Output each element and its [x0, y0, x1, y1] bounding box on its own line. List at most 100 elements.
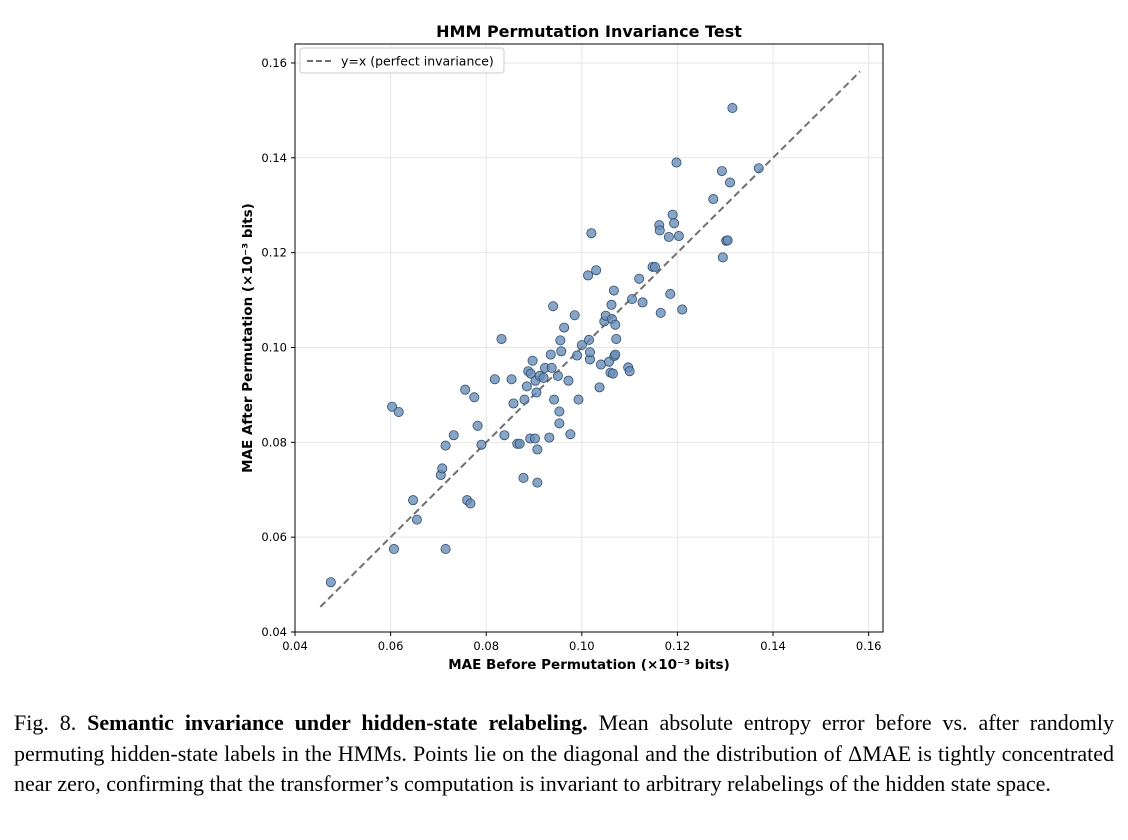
- figure-caption: Fig. 8. Semantic invariance under hidden…: [14, 708, 1114, 800]
- data-point: [627, 294, 638, 305]
- data-point: [554, 406, 565, 417]
- data-point: [525, 368, 536, 379]
- data-point: [555, 335, 566, 346]
- chart-title: HMM Permutation Invariance Test: [436, 22, 742, 41]
- data-point: [472, 420, 483, 431]
- data-point: [554, 418, 565, 429]
- caption-title: Semantic invariance under hidden-state r…: [87, 710, 588, 735]
- data-point: [606, 299, 617, 310]
- data-point: [469, 392, 480, 403]
- data-point: [465, 498, 476, 509]
- data-point: [546, 362, 557, 373]
- data-point: [521, 381, 532, 392]
- data-point: [663, 231, 674, 242]
- data-point: [506, 374, 517, 385]
- data-point: [608, 285, 619, 296]
- y-tick-label: 0.16: [261, 56, 287, 70]
- data-point: [725, 177, 736, 188]
- data-point: [448, 430, 459, 441]
- data-point: [649, 261, 660, 272]
- data-point: [584, 347, 595, 358]
- y-tick-label: 0.08: [261, 435, 287, 449]
- data-point: [611, 333, 622, 344]
- data-point: [532, 477, 543, 488]
- data-point: [584, 334, 595, 345]
- y-axis-label: MAE After Permutation (×10⁻³ bits): [240, 203, 256, 473]
- data-point: [572, 350, 583, 361]
- data-point: [665, 288, 676, 299]
- data-point: [607, 368, 618, 379]
- data-point: [576, 340, 587, 351]
- data-point: [671, 157, 682, 168]
- y-tick-label: 0.14: [261, 151, 287, 165]
- data-point: [727, 103, 738, 114]
- data-point: [673, 231, 684, 242]
- scatter-chart: 0.04 0.06 0.08 0.10 0.12 0.14 0.16 0.04 0.06 0.0…: [240, 22, 884, 673]
- legend-box: [299, 47, 505, 74]
- data-point: [476, 439, 487, 450]
- y-tick-label: 0.06: [261, 530, 287, 544]
- data-point: [717, 252, 728, 263]
- data-point: [583, 270, 594, 281]
- data-point: [716, 166, 727, 177]
- data-point: [591, 265, 602, 276]
- data-point: [538, 372, 549, 383]
- data-point: [508, 398, 519, 409]
- data-point: [489, 374, 500, 385]
- data-point: [519, 394, 530, 405]
- data-point: [610, 349, 621, 360]
- data-point: [388, 544, 399, 555]
- data-point: [722, 235, 733, 246]
- data-point: [753, 163, 764, 174]
- data-point: [573, 394, 584, 405]
- data-point: [531, 387, 542, 398]
- data-point: [708, 194, 719, 205]
- y-tick-label: 0.04: [261, 625, 287, 639]
- y-tick-label: 0.10: [261, 340, 287, 354]
- x-tick-label: 0.08: [473, 639, 499, 653]
- data-point: [496, 333, 507, 344]
- y-tick-label: 0.12: [261, 246, 287, 260]
- data-point: [634, 273, 645, 284]
- data-point: [563, 375, 574, 386]
- data-point: [552, 370, 563, 381]
- caption-label: Fig. 8.: [14, 710, 77, 735]
- data-point: [411, 514, 422, 525]
- x-tick-label: 0.10: [569, 639, 595, 653]
- data-point: [325, 577, 336, 588]
- caption-body: Mean absolute entropy error before vs. a…: [14, 710, 1115, 796]
- x-tick-label: 0.14: [760, 639, 786, 653]
- data-point: [532, 444, 543, 455]
- data-point: [544, 432, 555, 443]
- data-point: [548, 301, 559, 312]
- data-point: [393, 406, 404, 417]
- x-tick-label: 0.12: [665, 639, 691, 653]
- data-point: [586, 228, 597, 239]
- data-point: [408, 495, 419, 506]
- data-point: [518, 472, 529, 483]
- legend: y=x (perfect invariance): [299, 47, 505, 74]
- data-point: [559, 322, 570, 333]
- data-points: [325, 103, 764, 588]
- data-point: [437, 463, 448, 474]
- data-point: [569, 310, 580, 321]
- data-point: [545, 349, 556, 360]
- data-point: [637, 297, 648, 308]
- data-point: [529, 433, 540, 444]
- y-axis-ticks: 0.04 0.06 0.08 0.10 0.12 0.14 0.16: [261, 56, 295, 639]
- data-point: [527, 355, 538, 366]
- data-point: [440, 440, 451, 451]
- x-tick-label: 0.16: [856, 639, 882, 653]
- x-tick-label: 0.06: [378, 639, 404, 653]
- data-point: [667, 209, 678, 220]
- legend-diagonal-label: y=x (perfect invariance): [341, 54, 494, 69]
- data-point: [499, 430, 510, 441]
- plot-frame: [294, 43, 884, 633]
- data-point: [514, 438, 525, 449]
- data-point: [460, 384, 471, 395]
- data-point: [655, 307, 666, 318]
- x-axis-label: MAE Before Permutation (×10⁻³ bits): [448, 657, 729, 673]
- data-point: [594, 382, 605, 393]
- data-point: [565, 429, 576, 440]
